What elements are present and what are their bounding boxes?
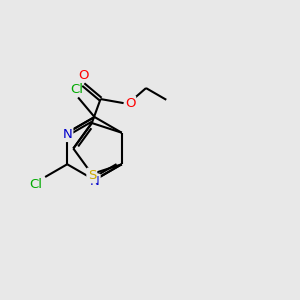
Text: Cl: Cl xyxy=(70,83,83,96)
Text: N: N xyxy=(90,175,99,188)
Text: Cl: Cl xyxy=(30,178,43,191)
Text: S: S xyxy=(88,169,96,182)
Text: N: N xyxy=(62,128,72,141)
Text: O: O xyxy=(125,97,136,110)
Text: O: O xyxy=(78,69,88,82)
